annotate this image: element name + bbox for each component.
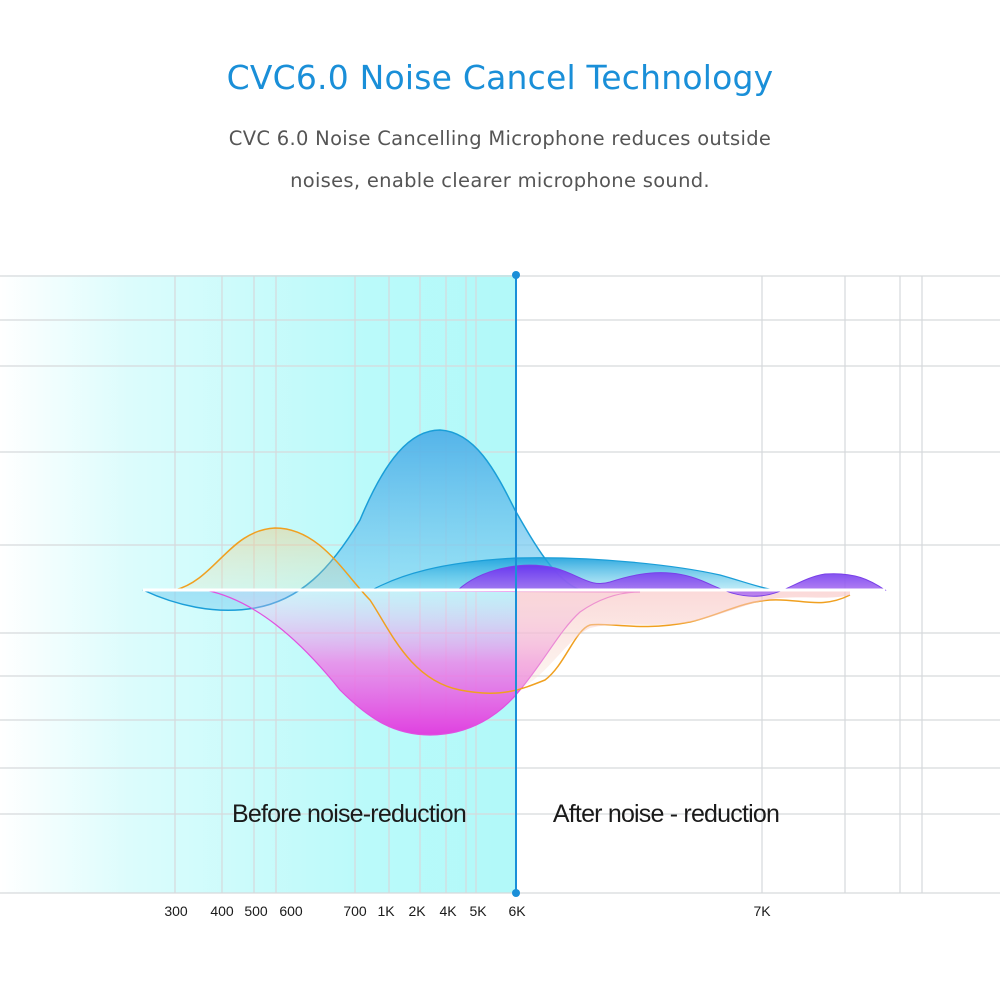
label-after: After noise - reduction xyxy=(553,800,779,828)
subtitle-line-2: noises, enable clearer microphone sound. xyxy=(290,169,710,192)
tick-700: 700 xyxy=(343,903,367,919)
tick-7k: 7K xyxy=(753,903,771,919)
tick-2k: 2K xyxy=(408,903,426,919)
tick-300: 300 xyxy=(164,903,188,919)
label-before: Before noise-reduction xyxy=(232,800,466,828)
subtitle-line-1: CVC 6.0 Noise Cancelling Microphone redu… xyxy=(228,127,772,150)
tick-400: 400 xyxy=(210,903,234,919)
orange-upper-area xyxy=(175,528,355,590)
tick-4k: 4K xyxy=(439,903,457,919)
peach-residual-area xyxy=(516,590,850,690)
divider-top-handle xyxy=(512,271,520,279)
x-axis-ticks: 300 400 500 600 700 1K 2K 4K 5K 6K 7K xyxy=(164,903,771,919)
tick-5k: 5K xyxy=(469,903,487,919)
tick-500: 500 xyxy=(244,903,268,919)
page-title: CVC6.0 Noise Cancel Technology xyxy=(226,58,774,97)
tick-1k: 1K xyxy=(377,903,395,919)
page-subtitle: CVC 6.0 Noise Cancelling Microphone redu… xyxy=(150,118,850,202)
divider-bottom-handle xyxy=(512,889,520,897)
tick-6k: 6K xyxy=(508,903,526,919)
tick-600: 600 xyxy=(279,903,303,919)
